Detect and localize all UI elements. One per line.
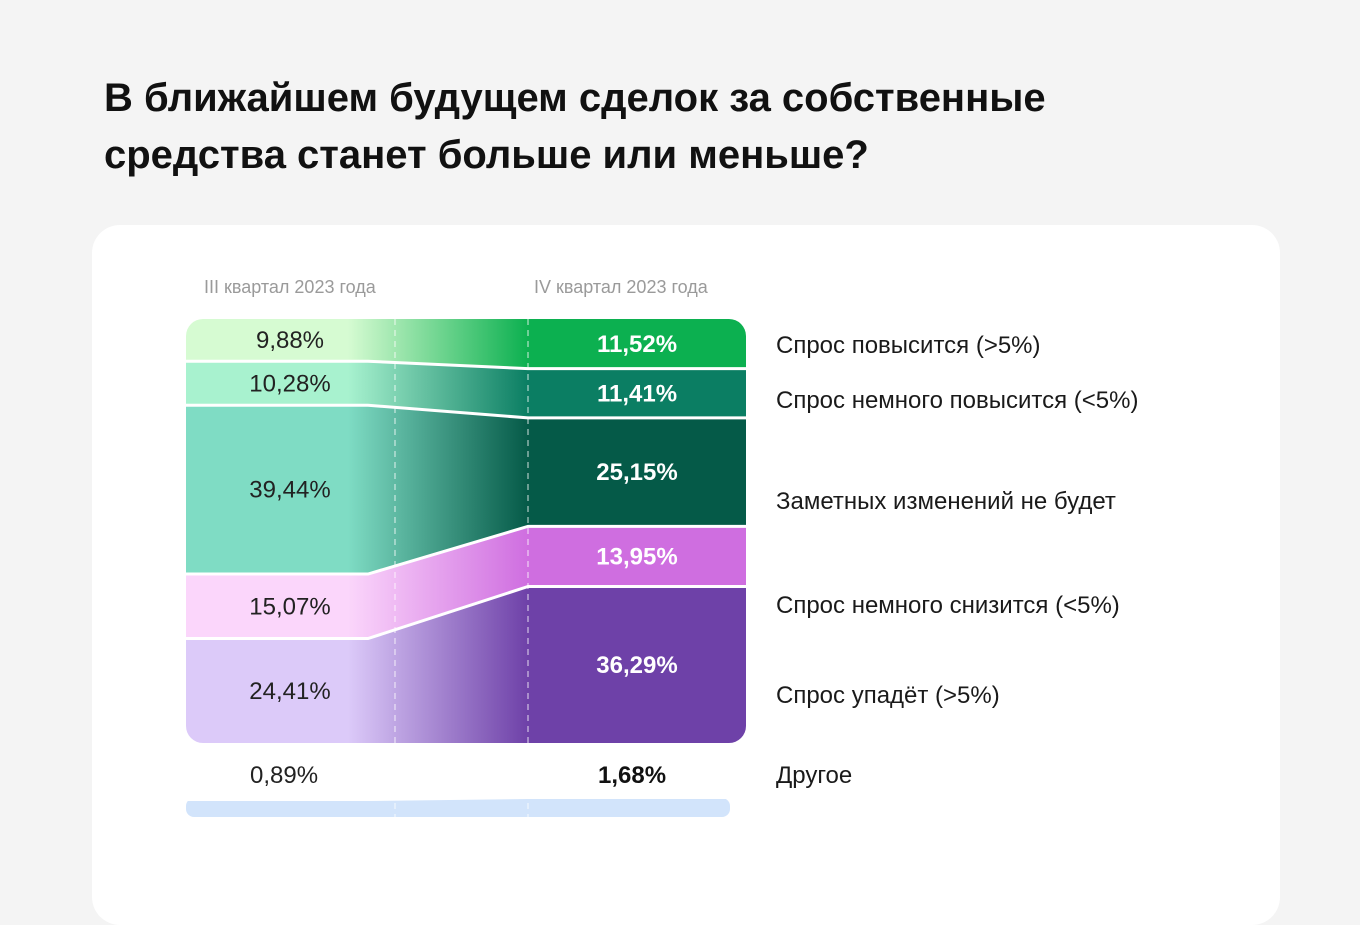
flow-band-down-strong (186, 586, 746, 743)
value-label-q4-up-slight: 11,41% (597, 380, 677, 407)
value-label-q4-down-slight: 13,95% (596, 543, 677, 570)
legend-label-down-strong: Спрос упадёт (>5%) (776, 682, 1000, 709)
flow-band-up-slight (186, 361, 746, 418)
other-value-q3: 0,89% (250, 762, 319, 789)
value-labels: 9,88% 11,52% 10,28% 11,41% 39,44% 25,15% 15,07… (249, 327, 677, 705)
chart-title: В ближайшем будущем сделок за собственны… (104, 76, 1046, 177)
value-label-q4-down-strong: 36,29% (596, 652, 677, 679)
flow-band-no-change (186, 405, 746, 575)
band-separator (186, 403, 746, 420)
band-separator (186, 585, 746, 641)
other-value-q4: 1,68% (598, 762, 667, 789)
legend-label-other: Другое (776, 762, 853, 789)
value-label-q3-up-slight: 10,28% (249, 370, 330, 397)
flow-band-down-slight (186, 526, 746, 639)
legend-label-down-slight: Спрос немного снизится (<5%) (776, 592, 1120, 619)
flow-band-up-strong (186, 319, 746, 369)
legend-label-up-strong: Спрос повысится (>5%) (776, 332, 1041, 359)
flow-band-other (186, 799, 730, 817)
flow-bands (186, 319, 746, 817)
legend-label-no-change: Заметных изменений не будет (776, 488, 1116, 515)
band-separator (186, 359, 746, 371)
period-label-q4: IV квартал 2023 года (534, 277, 708, 297)
value-label-q4-no-change: 25,15% (596, 459, 677, 486)
value-label-q4-up-strong: 11,52% (597, 331, 677, 358)
period-label-q3: III квартал 2023 года (204, 277, 376, 297)
value-label-q3-down-slight: 15,07% (249, 593, 330, 620)
legend-label-up-slight: Спрос немного повысится (<5%) (776, 387, 1139, 414)
sankey-chart: 9,88% 11,52% 10,28% 11,41% 39,44% 25,15% 15,07… (186, 319, 746, 818)
value-label-q3-up-strong: 9,88% (256, 327, 324, 354)
value-label-q3-down-strong: 24,41% (249, 678, 330, 705)
band-separator (186, 524, 746, 576)
value-label-q3-no-change: 39,44% (249, 477, 330, 504)
